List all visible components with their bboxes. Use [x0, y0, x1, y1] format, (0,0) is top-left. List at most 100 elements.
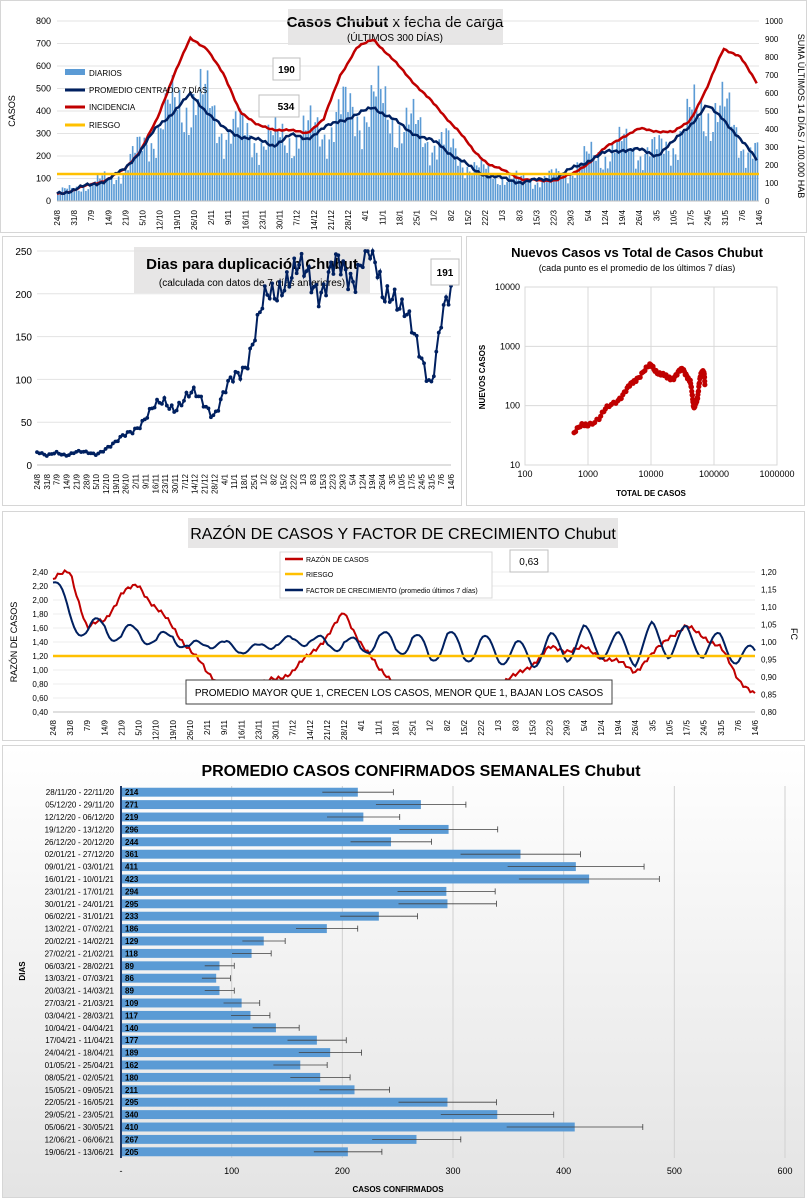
daily-bar: [248, 135, 251, 201]
x-tick-label: 15/2: [279, 473, 288, 489]
y2-tick-label: 1,05: [761, 621, 777, 630]
x-tick-label: 7/12: [289, 719, 298, 735]
daily-bar: [674, 154, 677, 201]
daily-bar: [412, 98, 415, 201]
doubling-point: [346, 287, 351, 292]
y-tick-label: 0: [26, 461, 32, 472]
y-tick-label: 800: [36, 16, 51, 26]
weekly-bar: [121, 1035, 317, 1045]
y-tick-label: 500: [36, 84, 51, 94]
daily-bar: [693, 84, 696, 201]
y-tick-label: 1,40: [32, 638, 48, 647]
y-tick-label: 2,00: [32, 596, 48, 605]
category-label: 20/02/21 - 14/02/21: [45, 937, 115, 946]
weekly-bar: [121, 948, 252, 958]
daily-bar: [122, 174, 125, 201]
cases-chart: Casos Chubut x fecha de carga (ÚLTIMOS 3…: [7, 9, 806, 230]
daily-bar: [492, 178, 494, 201]
doubling-point: [169, 403, 174, 408]
x-tick-label: 8/2: [270, 473, 279, 485]
doubling-title: Dias para duplicación Chubut: [146, 256, 358, 273]
daily-bar: [597, 152, 600, 201]
x-tick-label: 5/10: [92, 473, 101, 489]
category-label: 27/02/21 - 21/02/21: [45, 949, 115, 958]
doubling-point: [343, 267, 348, 272]
weekly-bar: [121, 874, 590, 884]
scatter-y-axis-label: NUEVOS CASOS: [478, 344, 487, 409]
daily-bar: [326, 158, 328, 201]
daily-bar: [726, 98, 728, 201]
x-tick-label: 3/5: [648, 719, 657, 731]
y2-tick-label: 400: [765, 125, 779, 134]
doubling-point: [444, 295, 449, 300]
daily-bar: [499, 185, 501, 201]
callout-box-2: [258, 94, 300, 118]
x-tick-label: 12/4: [358, 473, 367, 489]
doubling-point: [326, 270, 331, 274]
daily-bar: [375, 96, 377, 201]
x-tick-label: 5/4: [580, 719, 589, 731]
bar-value-label: 267: [125, 1135, 139, 1144]
doubling-point: [258, 310, 262, 315]
daily-bar: [751, 158, 754, 201]
daily-bar: [560, 178, 562, 201]
daily-bar: [227, 129, 230, 201]
x-tick-label: 7/6: [734, 719, 743, 731]
x-tick-label: 3/5: [652, 209, 661, 221]
x-tick-label: 28/9: [82, 473, 91, 489]
weekly-bar: [121, 800, 421, 810]
x-tick-label: 29/3: [339, 473, 348, 489]
daily-bar: [314, 122, 317, 201]
daily-bar: [143, 137, 146, 201]
daily-bar: [389, 133, 391, 201]
x-tick-label: 7/9: [87, 209, 96, 221]
daily-bar: [272, 135, 274, 201]
daily-bar: [216, 143, 218, 201]
daily-bar: [618, 126, 621, 201]
doubling-point: [431, 374, 436, 379]
legend-label-daily: DIARIOS: [89, 69, 122, 78]
daily-bar: [707, 113, 710, 201]
daily-bar: [188, 134, 190, 201]
doubling-point: [226, 378, 230, 383]
daily-bar: [251, 157, 253, 201]
y-tick-label: 0,80: [32, 680, 48, 689]
daily-bar: [644, 154, 646, 201]
daily-bar: [372, 91, 375, 201]
bar-value-label: 294: [125, 887, 139, 896]
daily-bar: [667, 150, 670, 201]
doubling-point: [439, 325, 444, 330]
daily-bar: [150, 143, 153, 201]
weekly-bar: [121, 1134, 417, 1144]
daily-bar: [92, 185, 94, 201]
category-label: 12/06/21 - 06/06/21: [45, 1135, 115, 1144]
daily-bar: [665, 141, 668, 201]
y2-tick-label: 700: [765, 71, 779, 80]
daily-bar: [66, 188, 68, 201]
doubling-point: [155, 397, 159, 402]
x-tick-label: 5/10: [139, 209, 148, 225]
y-tick-label: 200: [15, 290, 32, 301]
doubling-point: [277, 280, 282, 284]
doubling-point: [289, 275, 294, 280]
daily-bar: [625, 128, 628, 201]
daily-bar: [478, 167, 480, 201]
daily-bar: [166, 99, 169, 201]
daily-bar: [176, 109, 178, 201]
doubling-point: [184, 390, 189, 395]
daily-bar: [541, 179, 544, 201]
x-tick-label: 30/11: [276, 209, 285, 229]
daily-bar: [592, 155, 595, 201]
daily-bar: [447, 130, 450, 201]
legend-label-ratio: RAZÓN DE CASOS: [306, 555, 369, 564]
bar-value-label: 177: [125, 1036, 139, 1045]
weekly-bar: [121, 911, 379, 921]
x-tick-label: 100: [224, 1166, 239, 1176]
x-tick-label: 11/1: [230, 473, 239, 489]
doubling-point: [177, 400, 181, 405]
daily-bar: [223, 158, 225, 201]
x-tick-label: 26/4: [635, 209, 644, 225]
x-tick-label: 29/3: [567, 209, 576, 225]
daily-bar: [258, 164, 260, 201]
doubling-point: [353, 290, 358, 295]
